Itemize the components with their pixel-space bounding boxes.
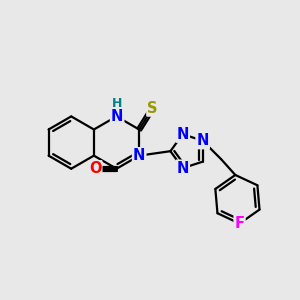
Text: N: N xyxy=(176,127,189,142)
Text: N: N xyxy=(111,109,123,124)
Text: H: H xyxy=(112,98,122,110)
Text: N: N xyxy=(176,160,189,175)
Text: S: S xyxy=(147,100,158,116)
Text: F: F xyxy=(235,216,244,231)
Text: N: N xyxy=(196,133,209,148)
Text: O: O xyxy=(89,161,101,176)
Text: N: N xyxy=(133,148,146,163)
